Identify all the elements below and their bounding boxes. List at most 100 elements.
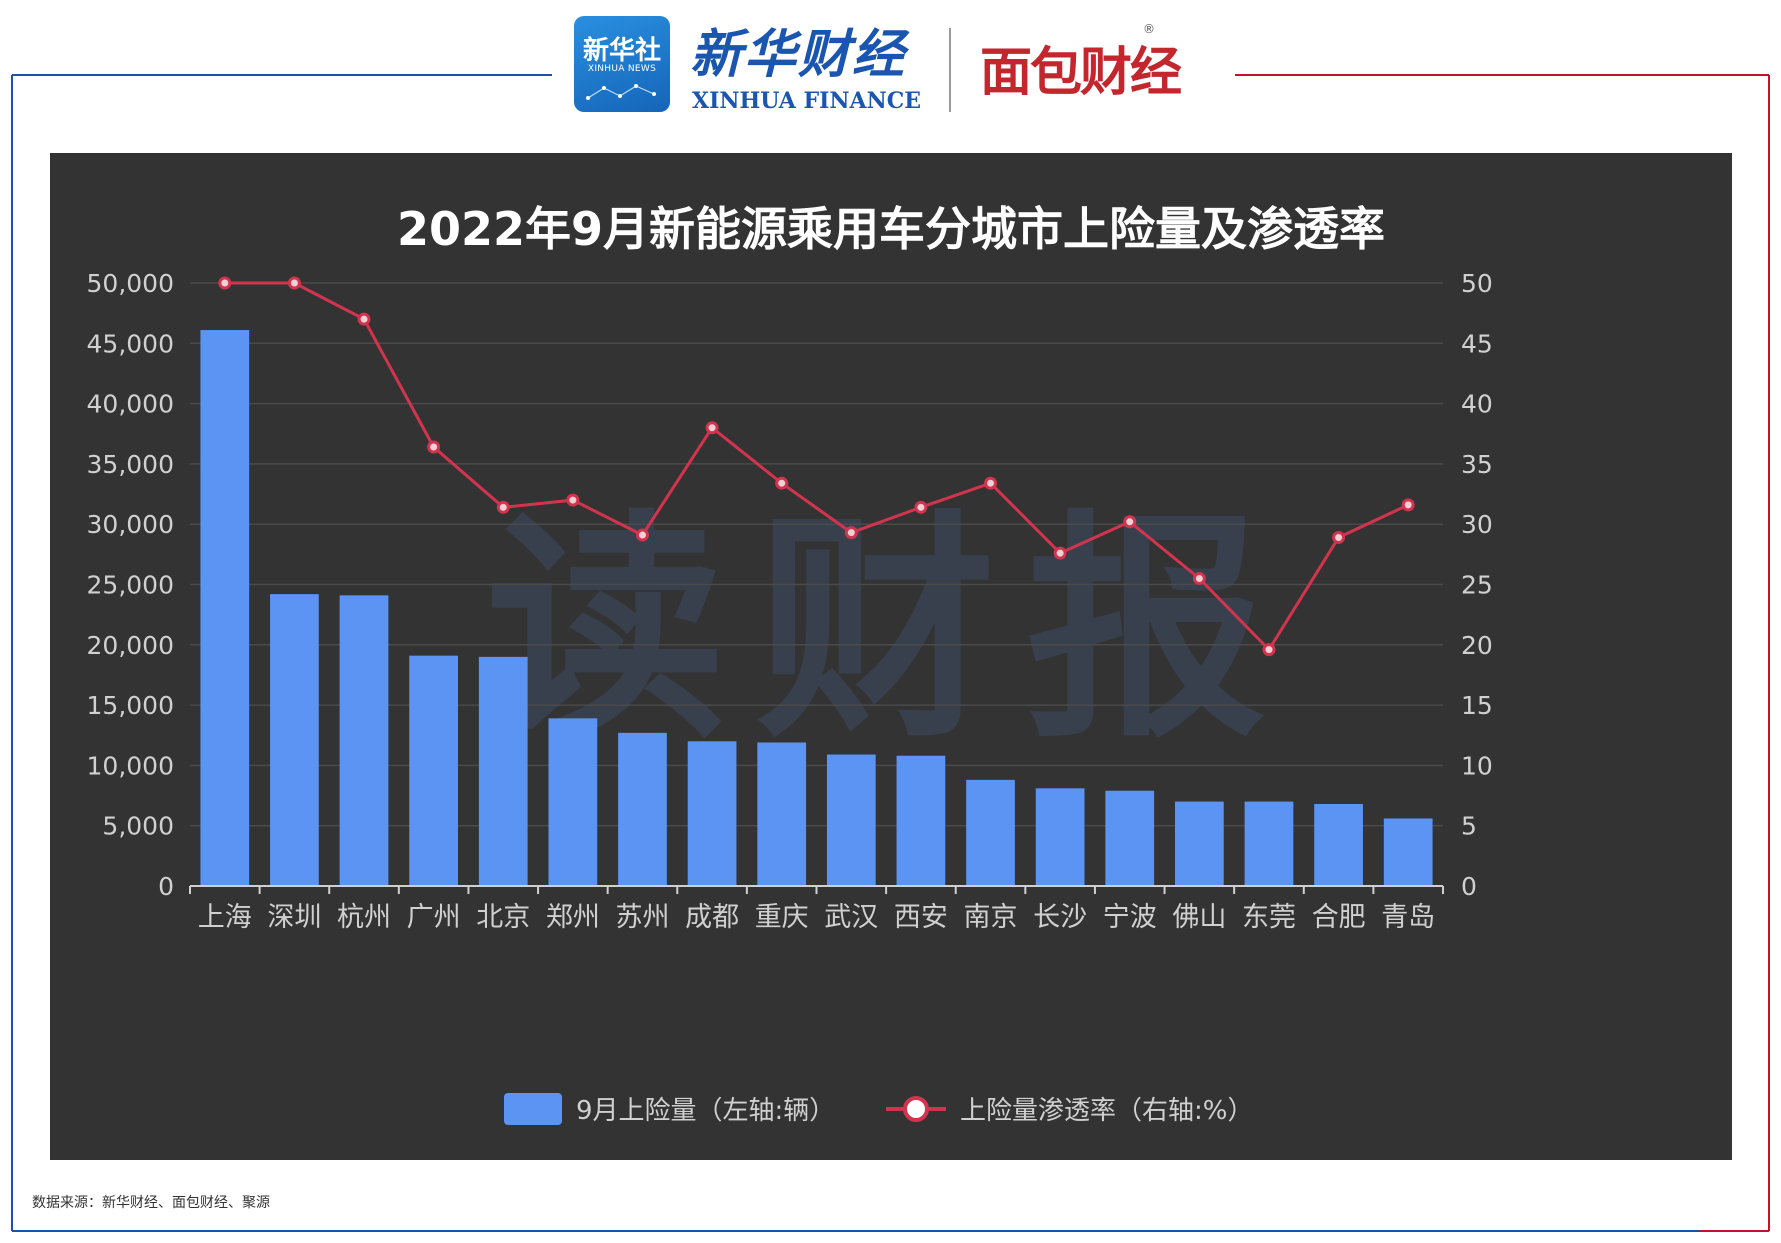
y-left-tick-label: 25,000 [87, 571, 174, 600]
x-tick-label: 深圳 [267, 902, 321, 933]
bar-广州 [409, 655, 459, 886]
x-tick-label: 郑州 [546, 902, 600, 933]
x-tick-label: 苏州 [615, 902, 669, 933]
y-left-tick-label: 35,000 [87, 450, 174, 479]
line-point-长沙 [1053, 546, 1067, 560]
bar-长沙 [1035, 788, 1085, 886]
x-tick-label: 东莞 [1242, 902, 1296, 933]
y-left-tick-label: 15,000 [87, 691, 174, 720]
legend-bar-swatch [504, 1093, 562, 1125]
gridlines [190, 282, 1443, 827]
xinhua-news-logo: 新华社 XINHUA NEWS [574, 16, 670, 112]
y-right-tick-label: 35 [1461, 450, 1493, 479]
watermark-text: 读财报 [486, 488, 1296, 770]
bar-杭州 [339, 595, 389, 886]
bar-series [200, 330, 1433, 886]
y-left-tick-label: 20,000 [87, 631, 174, 660]
x-tick-label: 上海 [198, 902, 252, 933]
bar-合肥 [1314, 803, 1363, 886]
x-axis: 上海 深圳 杭州 广州 北京 郑州 苏州 成都 重庆 武汉 西安 南京 长沙 宁波 佛山 东莞 合肥 青岛 [189, 885, 1444, 933]
y-right-tick-label: 40 [1461, 390, 1493, 419]
legend: 9月上险量（左轴:辆） 上险量渗透率（右轴:%） [504, 1093, 1253, 1126]
bar-武汉 [826, 754, 876, 886]
x-tick-label: 西安 [894, 902, 948, 933]
logo-en-text: XINHUA NEWS [587, 64, 657, 74]
bar-重庆 [757, 742, 807, 886]
bar-佛山 [1174, 801, 1224, 886]
bar-北京 [478, 656, 528, 886]
line-point-上海 [218, 276, 232, 290]
registered-mark: ® [1143, 22, 1155, 36]
bar-郑州 [548, 718, 598, 886]
xinhua-finance-logo-cn: 新华财经 [690, 24, 907, 85]
bar-青岛 [1383, 818, 1433, 886]
bar-成都 [687, 741, 737, 886]
line-point-东莞 [1262, 643, 1276, 657]
line-point-宁波 [1123, 515, 1137, 529]
y-left-tick-label: 30,000 [87, 510, 174, 539]
y-axis-right: 0 5 10 15 20 25 30 35 40 45 50 [1461, 269, 1493, 901]
line-point-佛山 [1192, 571, 1206, 585]
legend-line-label: 上险量渗透率（右轴:%） [960, 1096, 1253, 1126]
line-point-成都 [705, 421, 719, 435]
y-left-tick-label: 45,000 [87, 329, 174, 358]
bar-南京 [966, 779, 1015, 886]
y-right-tick-label: 10 [1461, 751, 1493, 780]
y-axis-left: 0 5,000 10,000 15,000 20,000 25,000 30,000 35,0… [87, 269, 174, 901]
network-icon [586, 84, 656, 100]
line-point-武汉 [844, 526, 858, 540]
x-tick-label: 广州 [407, 902, 461, 933]
line-point-重庆 [775, 476, 789, 490]
x-tick-label: 重庆 [755, 902, 809, 933]
legend-line-marker [903, 1096, 929, 1122]
line-point-西安 [914, 500, 928, 514]
line-point-合肥 [1332, 530, 1346, 544]
x-tick-label: 合肥 [1312, 902, 1366, 933]
legend-bar-label: 9月上险量（左轴:辆） [576, 1096, 835, 1126]
x-tick-label: 长沙 [1033, 902, 1087, 933]
line-point-杭州 [357, 312, 371, 326]
line-point-苏州 [635, 528, 649, 542]
mianbao-finance-logo: 面包财经 [980, 43, 1182, 103]
y-left-tick-label: 0 [158, 872, 174, 901]
x-tick-label: 武汉 [824, 902, 878, 933]
line-point-北京 [496, 500, 510, 514]
y-right-tick-label: 15 [1461, 691, 1493, 720]
chart-title: 2022年9月新能源乘用车分城市上险量及渗透率 [397, 202, 1385, 256]
y-right-tick-label: 25 [1461, 571, 1493, 600]
bar-深圳 [270, 594, 319, 886]
bar-苏州 [618, 732, 667, 886]
line-point-郑州 [566, 493, 580, 507]
y-right-tick-label: 0 [1461, 872, 1477, 901]
y-left-tick-label: 40,000 [87, 390, 174, 419]
x-tick-label: 佛山 [1172, 902, 1226, 933]
data-source-note: 数据来源：新华财经、面包财经、聚源 [32, 1195, 270, 1211]
y-right-tick-label: 45 [1461, 329, 1493, 358]
penetration-rate-line [224, 281, 1409, 653]
line-point-深圳 [287, 276, 301, 290]
y-right-tick-label: 20 [1461, 631, 1493, 660]
bar-上海 [200, 330, 250, 886]
bar-西安 [896, 755, 946, 886]
logo-cn-text: 新华社 [582, 36, 661, 66]
x-tick-label: 杭州 [337, 902, 391, 933]
y-right-tick-label: 5 [1461, 812, 1477, 841]
y-left-tick-label: 5,000 [102, 812, 174, 841]
xinhua-finance-logo-en: XINHUA FINANCE [692, 88, 921, 114]
y-left-tick-label: 10,000 [87, 751, 174, 780]
x-tick-label: 成都 [685, 902, 739, 933]
y-right-tick-label: 30 [1461, 510, 1493, 539]
line-point-广州 [427, 440, 441, 454]
x-tick-label: 北京 [476, 902, 530, 933]
y-left-tick-label: 50,000 [87, 269, 174, 298]
line-point-青岛 [1401, 498, 1415, 512]
bar-宁波 [1105, 790, 1155, 886]
line-series [218, 276, 1415, 657]
x-tick-label: 宁波 [1103, 902, 1157, 933]
x-tick-label: 南京 [964, 902, 1018, 933]
chart-panel: 读财报 2022年9月新能源乘用车分城市上险量及渗透率 0 5,000 10,000… [50, 153, 1732, 1160]
line-point-南京 [984, 476, 998, 490]
x-tick-label: 青岛 [1381, 902, 1435, 933]
y-right-tick-label: 50 [1461, 269, 1493, 298]
